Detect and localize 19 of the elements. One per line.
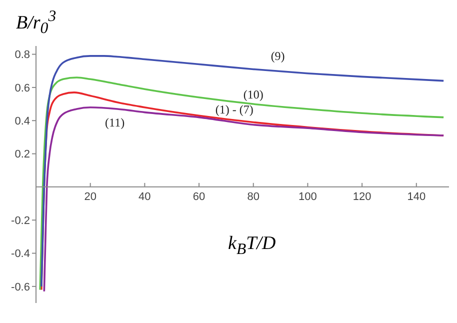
x-tick-label: 140 [407,190,426,203]
x-tick-label: 120 [352,190,372,203]
y-tick-label: -0.6 [11,281,30,294]
x-tick-label: 40 [138,190,151,203]
y-tick-label: -0.2 [11,215,30,227]
x-axis-title: k$_{B}$T/D [228,233,276,259]
y-tick-label: 0.6 [14,82,30,94]
series-label: (1) - (7) [215,102,254,116]
y-tick-label: 0.8 [14,49,30,62]
series-label: (9) [270,49,285,64]
x-tick-label: 20 [84,190,96,203]
y-tick-label: 0.2 [14,148,30,161]
y-tick-label: -0.4 [11,248,30,260]
x-tick-label: 100 [298,190,317,203]
series-label: (10) [243,87,264,102]
x-tick-label: 60 [192,190,206,203]
y-tick-label: 0.4 [14,116,30,128]
x-tick-label: 80 [247,190,260,203]
series-label: (11) [105,116,125,130]
